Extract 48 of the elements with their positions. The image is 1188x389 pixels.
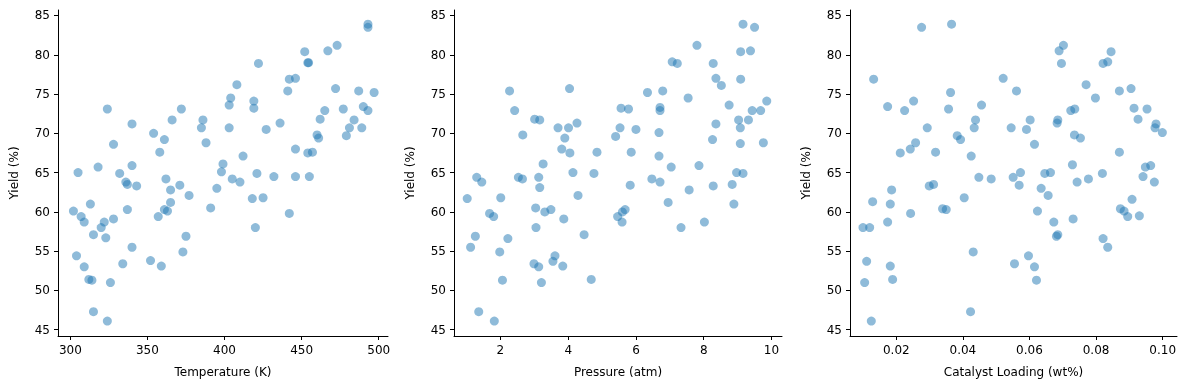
y-tick-label: 80 (34, 47, 50, 62)
y-tick-label: 55 (34, 244, 50, 259)
y-tick-label: 80 (826, 47, 842, 62)
y-tick-label: 50 (34, 283, 50, 298)
y-tick-label: 45 (34, 322, 50, 337)
y-tick-label: 70 (826, 126, 842, 141)
x-axis-title: Catalyst Loading (wt%) (943, 365, 1084, 379)
x-tick-label: 0.02 (882, 343, 910, 357)
x-tick-label: 0.10 (1149, 343, 1177, 357)
y-tick-label: 85 (34, 8, 50, 23)
y-tick-label: 75 (34, 87, 50, 102)
y-axis-title: Yield (%) (403, 146, 417, 201)
x-tick-label: 450 (290, 343, 314, 357)
y-tick-label: 70 (34, 126, 50, 141)
x-tick-label: 8 (699, 343, 708, 357)
y-axis-title: Yield (%) (799, 146, 813, 201)
x-tick-label: 300 (58, 343, 82, 357)
x-tick-label: 6 (632, 343, 640, 357)
x-tick-label: 0.04 (949, 343, 977, 357)
x-tick-label: 500 (367, 343, 391, 357)
y-tick-label: 45 (826, 322, 842, 337)
x-tick-label: 0.08 (1082, 343, 1110, 357)
y-tick-label: 65 (430, 165, 446, 180)
y-tick-label: 85 (826, 8, 842, 23)
y-tick-label: 55 (826, 244, 842, 259)
x-axis-title: Pressure (atm) (573, 365, 663, 379)
y-tick-label: 60 (430, 204, 446, 219)
y-tick-label: 55 (430, 244, 446, 259)
y-tick-label: 80 (430, 47, 446, 62)
y-tick-label: 75 (826, 87, 842, 102)
y-axis-title: Yield (%) (7, 146, 21, 201)
y-tick-label: 60 (826, 204, 842, 219)
x-tick-label: 4 (564, 343, 573, 357)
x-tick-label: 350 (135, 343, 159, 357)
x-tick-label: 0.06 (1016, 343, 1043, 357)
y-tick-label: 65 (826, 165, 842, 180)
y-tick-label: 75 (430, 87, 446, 102)
x-tick-label: 10 (763, 343, 780, 357)
y-tick-label: 85 (430, 8, 446, 23)
y-tick-label: 65 (34, 165, 50, 180)
y-tick-label: 70 (430, 126, 446, 141)
x-axis-title: Temperature (K) (173, 365, 272, 379)
y-tick-label: 45 (430, 322, 446, 337)
y-tick-label: 60 (34, 204, 50, 219)
x-tick-label: 400 (213, 343, 236, 357)
y-tick-label: 50 (826, 283, 842, 298)
x-tick-label: 2 (496, 343, 505, 357)
y-tick-label: 50 (430, 283, 446, 298)
